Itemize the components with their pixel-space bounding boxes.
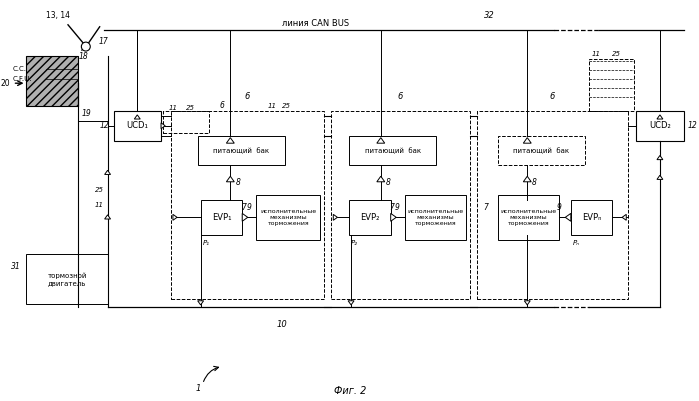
Polygon shape: [377, 138, 384, 143]
Text: UCD₂: UCD₂: [649, 121, 671, 130]
Polygon shape: [105, 215, 110, 219]
Bar: [27, 57, 78, 106]
Text: 8: 8: [532, 178, 537, 187]
Polygon shape: [622, 215, 626, 220]
Text: 7: 7: [483, 203, 488, 213]
Text: 1: 1: [196, 384, 201, 393]
Text: 17: 17: [99, 37, 108, 46]
Bar: [349, 200, 391, 235]
Text: 25: 25: [282, 103, 291, 109]
Text: исполнительные
механизмы
торможения: исполнительные механизмы торможения: [500, 209, 556, 226]
Text: P₁: P₁: [203, 239, 210, 245]
Bar: [163, 111, 208, 133]
Text: 20: 20: [1, 79, 10, 88]
Bar: [349, 136, 436, 165]
Text: 12: 12: [100, 121, 110, 130]
Text: 9: 9: [395, 203, 400, 213]
Text: 25: 25: [612, 51, 621, 57]
Text: питающий  бак: питающий бак: [513, 147, 569, 154]
Polygon shape: [105, 170, 110, 174]
Bar: [498, 195, 559, 240]
Polygon shape: [226, 176, 234, 182]
Text: 6: 6: [245, 91, 250, 101]
Polygon shape: [391, 213, 396, 221]
Polygon shape: [243, 213, 247, 221]
Polygon shape: [198, 301, 203, 305]
Bar: [27, 255, 108, 304]
Polygon shape: [333, 215, 338, 220]
Text: тормозной
двигатель: тормозной двигатель: [48, 272, 87, 286]
Bar: [201, 200, 243, 235]
Text: 25: 25: [94, 187, 103, 193]
Text: 11: 11: [592, 51, 601, 57]
Polygon shape: [161, 123, 165, 129]
Text: P₂: P₂: [351, 239, 358, 245]
Polygon shape: [226, 138, 234, 143]
Bar: [256, 195, 320, 240]
Text: исполнительные
механизмы
торможения: исполнительные механизмы торможения: [407, 209, 463, 226]
Polygon shape: [524, 176, 531, 182]
Text: 6: 6: [398, 91, 403, 101]
Text: линия CAN BUS: линия CAN BUS: [282, 19, 349, 28]
Text: C.C.: C.C.: [13, 66, 27, 72]
Text: 31: 31: [10, 262, 20, 271]
Bar: [477, 111, 628, 299]
Text: 6: 6: [550, 91, 555, 101]
Text: 11: 11: [168, 105, 178, 111]
Text: 9: 9: [246, 203, 251, 213]
Polygon shape: [524, 301, 531, 305]
Polygon shape: [173, 215, 177, 220]
Bar: [198, 136, 284, 165]
Text: 7: 7: [241, 203, 246, 213]
Text: 10: 10: [276, 320, 287, 329]
Text: питающий  бак: питающий бак: [213, 147, 269, 154]
Text: UCD₁: UCD₁: [127, 121, 148, 130]
Bar: [405, 195, 466, 240]
Text: 8: 8: [236, 178, 240, 187]
Polygon shape: [657, 115, 663, 119]
Text: Фиг. 2: Фиг. 2: [334, 386, 367, 396]
Text: EVP₁: EVP₁: [212, 213, 231, 222]
Text: исполнительные
механизмы
торможения: исполнительные механизмы торможения: [260, 209, 316, 226]
Text: 25: 25: [186, 105, 195, 111]
Polygon shape: [657, 156, 663, 160]
Text: 9: 9: [557, 203, 562, 213]
Polygon shape: [348, 301, 354, 305]
Polygon shape: [565, 213, 571, 221]
Text: 11: 11: [268, 103, 276, 109]
Text: EVPₙ: EVPₙ: [582, 213, 601, 222]
Polygon shape: [377, 176, 384, 182]
Text: 18: 18: [79, 52, 89, 61]
Text: 32: 32: [484, 11, 495, 20]
Text: Pₙ: Pₙ: [572, 239, 579, 245]
Polygon shape: [657, 175, 663, 179]
Text: питающий  бак: питающий бак: [365, 147, 421, 154]
Text: 13, 14: 13, 14: [46, 11, 70, 20]
Bar: [636, 111, 684, 141]
Text: 8: 8: [386, 178, 391, 187]
Text: C.F.U.: C.F.U.: [13, 76, 32, 82]
Text: 7: 7: [390, 203, 395, 213]
Bar: [571, 200, 612, 235]
Text: 12: 12: [688, 121, 698, 130]
Bar: [331, 111, 470, 299]
Text: EVP₂: EVP₂: [360, 213, 380, 222]
Text: 11: 11: [94, 202, 103, 208]
Bar: [589, 59, 634, 111]
Bar: [498, 136, 584, 165]
Text: 6: 6: [220, 101, 225, 110]
Polygon shape: [524, 138, 531, 143]
Bar: [113, 111, 161, 141]
Text: 19: 19: [82, 109, 92, 118]
Polygon shape: [134, 115, 140, 119]
Bar: [171, 111, 324, 299]
Circle shape: [81, 42, 90, 51]
